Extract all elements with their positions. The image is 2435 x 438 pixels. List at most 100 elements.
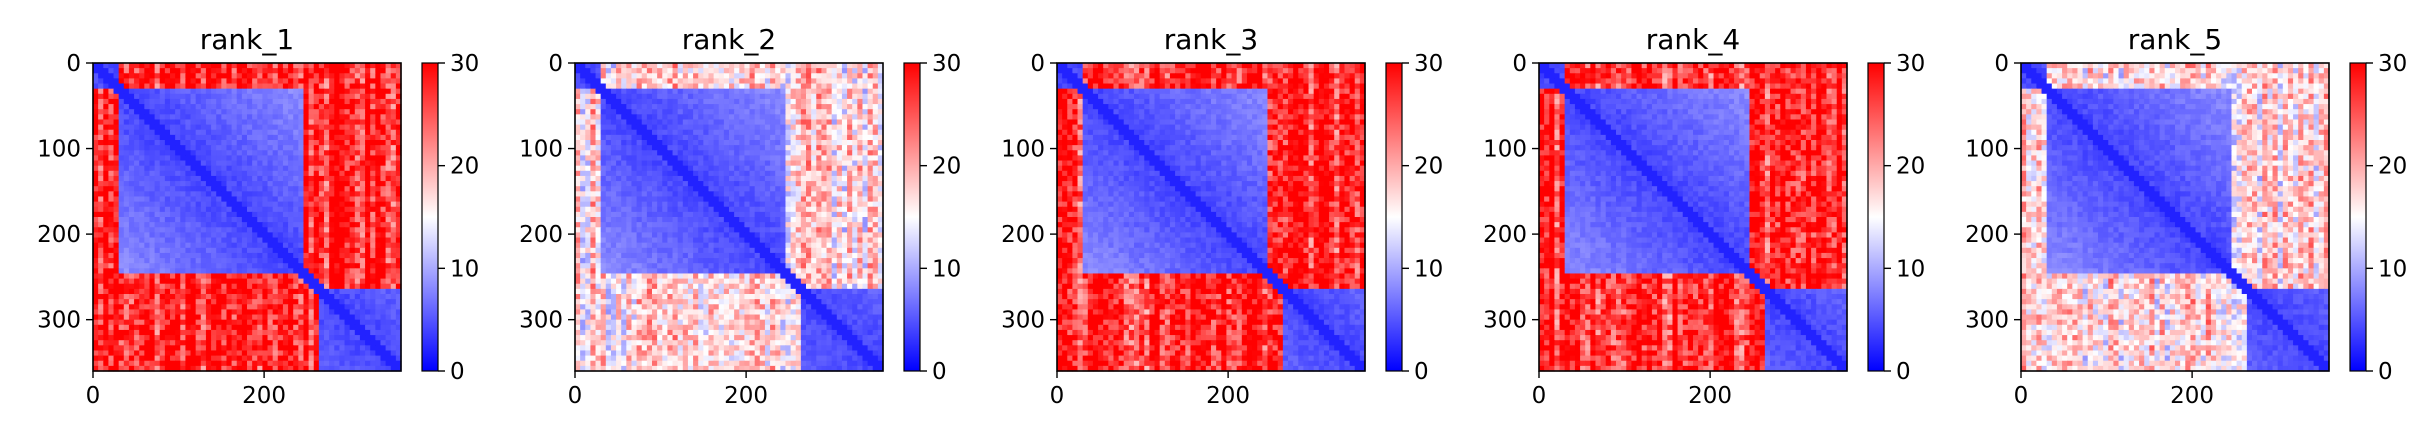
heatmap-cell	[375, 104, 381, 110]
heatmap-cell	[273, 119, 279, 125]
heatmap-cell	[329, 73, 335, 79]
heatmap-cell	[309, 191, 315, 197]
heatmap-cell	[98, 78, 104, 84]
heatmap-cell	[160, 73, 166, 79]
heatmap-cell	[329, 155, 335, 161]
heatmap-cell	[273, 166, 279, 172]
heatmap-cell	[119, 186, 125, 192]
heatmap-cell	[170, 73, 176, 79]
heatmap-cell	[324, 191, 330, 197]
heatmap-cell	[134, 78, 140, 84]
heatmap-cell	[98, 161, 104, 167]
heatmap-cell	[324, 130, 330, 136]
heatmap-cell	[365, 155, 371, 161]
heatmap-cell	[293, 150, 299, 156]
heatmap-cell	[319, 73, 325, 79]
heatmap-cell	[108, 166, 114, 172]
heatmap-cell	[144, 99, 150, 105]
heatmap-cell	[293, 89, 299, 95]
heatmap-cell	[175, 109, 181, 115]
heatmap-cell	[185, 130, 191, 136]
heatmap-cell	[196, 104, 202, 110]
heatmap-cell	[247, 181, 253, 187]
heatmap-cell	[329, 181, 335, 187]
heatmap-cell	[370, 119, 376, 125]
heatmap-cell	[247, 161, 253, 167]
heatmap-cell	[334, 84, 340, 90]
heatmap-cell	[226, 73, 232, 79]
heatmap-cell	[288, 176, 294, 182]
heatmap-cell	[226, 109, 232, 115]
heatmap-cell	[114, 166, 120, 172]
heatmap-cell	[170, 109, 176, 115]
heatmap-cell	[283, 89, 289, 95]
heatmap-cell	[139, 186, 145, 192]
heatmap-cell	[370, 161, 376, 167]
heatmap-cell	[273, 150, 279, 156]
heatmap-cell	[370, 109, 376, 115]
heatmap-cell	[278, 166, 284, 172]
heatmap-cell	[298, 63, 304, 69]
heatmap-cell	[391, 73, 397, 79]
heatmap-cell	[103, 84, 109, 90]
heatmap-cell	[191, 171, 197, 177]
heatmap-cell	[298, 181, 304, 187]
heatmap-cell	[103, 68, 109, 74]
heatmap-cell	[134, 155, 140, 161]
heatmap-cell	[237, 125, 243, 131]
heatmap-cell	[329, 119, 335, 125]
heatmap-cell	[191, 186, 197, 192]
heatmap-cell	[232, 161, 238, 167]
heatmap-cell	[242, 114, 248, 120]
heatmap-cell	[201, 89, 207, 95]
heatmap-cell	[370, 68, 376, 74]
heatmap-cell	[170, 161, 176, 167]
heatmap-cell	[319, 166, 325, 172]
heatmap-cell	[298, 109, 304, 115]
heatmap-cell	[191, 150, 197, 156]
heatmap-cell	[334, 150, 340, 156]
heatmap-cell	[144, 140, 150, 146]
heatmap-cell	[293, 155, 299, 161]
heatmap-cell	[303, 155, 309, 161]
heatmap-cell	[216, 99, 222, 105]
heatmap-cell	[319, 186, 325, 192]
heatmap-cell	[237, 109, 243, 115]
heatmap-cell	[334, 155, 340, 161]
heatmap-cell	[124, 104, 130, 110]
heatmap-cell	[298, 68, 304, 74]
heatmap-cell	[226, 171, 232, 177]
heatmap-cell	[175, 73, 181, 79]
heatmap-cell	[196, 99, 202, 105]
heatmap-cell	[93, 109, 99, 115]
heatmap-cell	[247, 125, 253, 131]
heatmap-cell	[98, 181, 104, 187]
heatmap-cell	[103, 191, 109, 197]
heatmap-cell	[380, 63, 386, 69]
heatmap-cell	[201, 104, 207, 110]
heatmap-cell	[165, 176, 171, 182]
heatmap-cell	[191, 145, 197, 151]
heatmap-cell	[360, 155, 366, 161]
heatmap-cell	[149, 135, 155, 141]
heatmap-cell	[108, 109, 114, 115]
heatmap-cell	[288, 155, 294, 161]
heatmap-cell	[98, 140, 104, 146]
heatmap-cell	[278, 63, 284, 69]
heatmap-cell	[319, 176, 325, 182]
heatmap-cell	[375, 78, 381, 84]
heatmap-cell	[350, 78, 356, 84]
heatmap-cell	[114, 73, 120, 79]
heatmap-cell	[175, 78, 181, 84]
heatmap-cell	[298, 171, 304, 177]
heatmap-cell	[139, 150, 145, 156]
heatmap-cell	[283, 140, 289, 146]
heatmap-cell	[375, 63, 381, 69]
heatmap-cell	[165, 89, 171, 95]
heatmap-cell	[211, 166, 217, 172]
heatmap-cell	[329, 140, 335, 146]
heatmap-cell	[129, 140, 135, 146]
heatmap-cell	[391, 150, 397, 156]
heatmap-cell	[391, 68, 397, 74]
heatmap-cell	[380, 114, 386, 120]
